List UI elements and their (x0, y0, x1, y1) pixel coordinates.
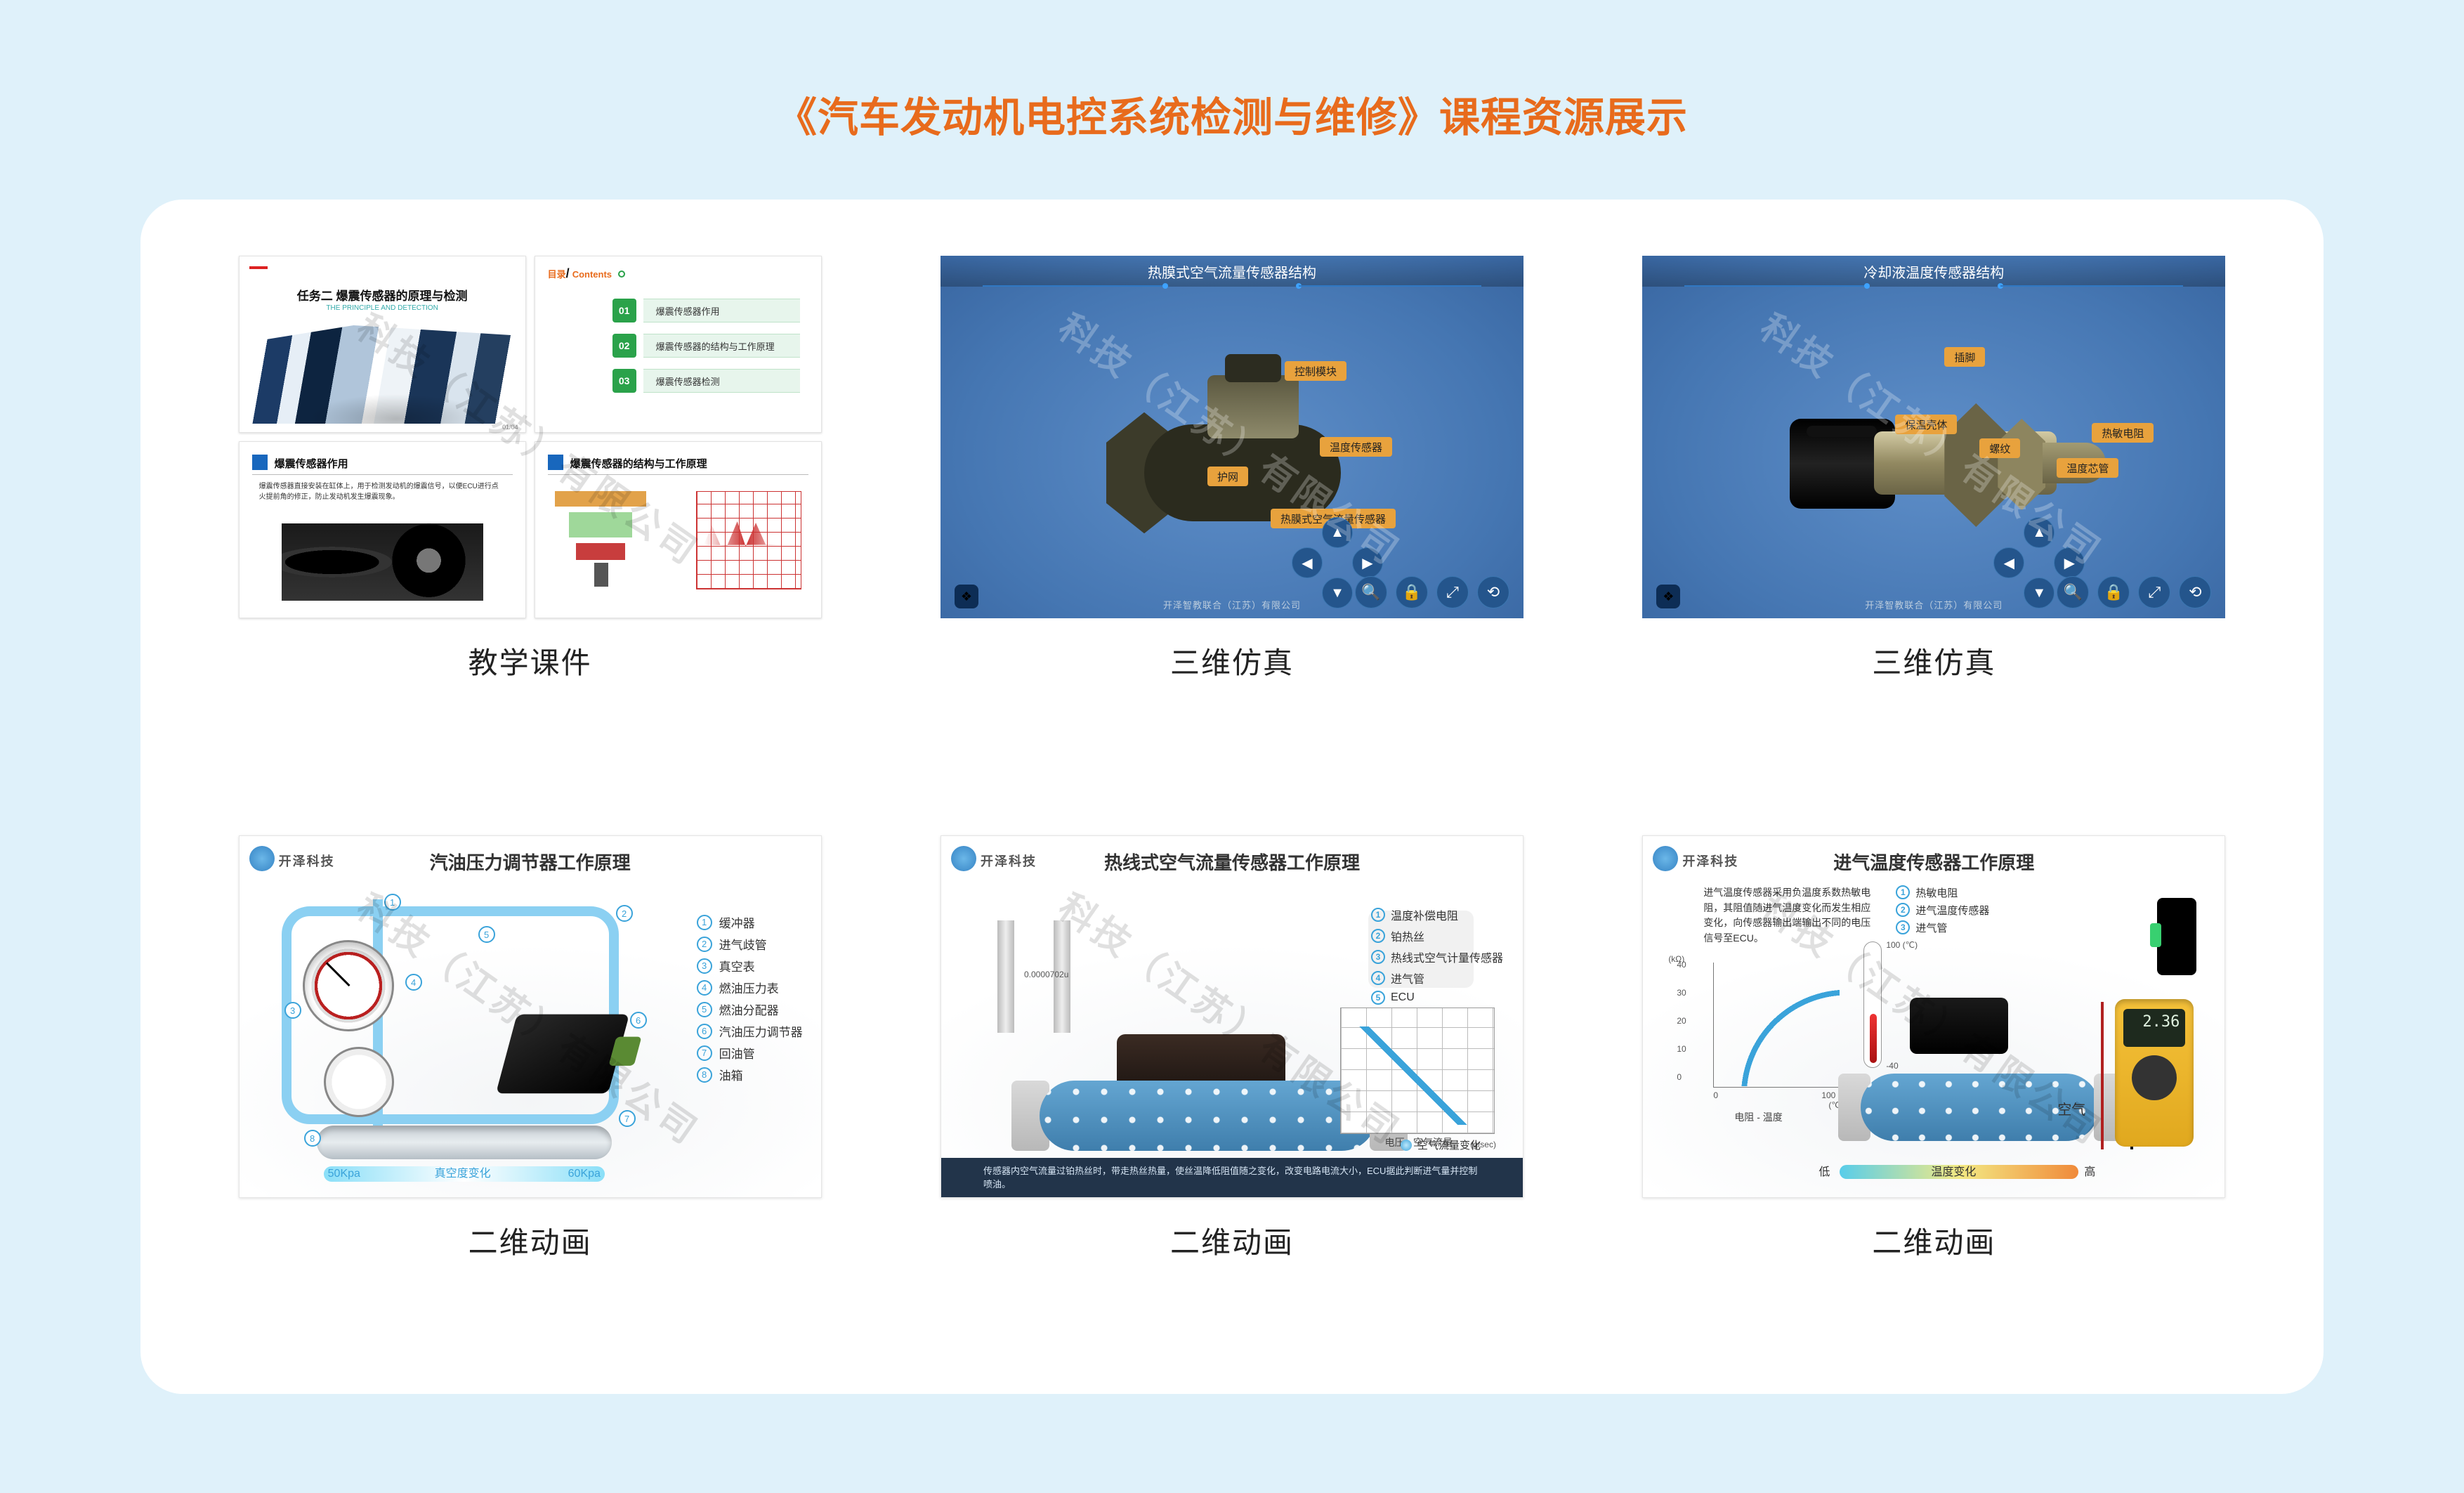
page-title: 《汽车发动机电控系统检测与维修》课程资源展示 (140, 84, 2324, 143)
ppt-slide-3: 爆震传感器作用 爆震传感器直接安装在缸体上，用于检测发动机的爆震信号，以便ECU… (239, 441, 526, 618)
callout: 温度传感器 (1320, 437, 1392, 457)
thumb-sim3d-1[interactable]: 热膜式空气流量传感器结构 控制模块 温度传感器 护网 热膜式空气流量传感器 ❖ … (941, 256, 1523, 618)
divider (548, 474, 808, 475)
dpad-right[interactable]: ▶ (1352, 547, 1383, 578)
slide3-text: 爆震传感器直接安装在缸体上，用于检测发动机的爆震信号，以便ECU进行点火提前角的… (259, 481, 506, 502)
regulator-unit (496, 1015, 629, 1094)
slide1-subtitle: THE PRINCIPLE AND DETECTION (240, 304, 525, 312)
callout: 温度芯管 (2057, 458, 2118, 478)
content-panel: 任务二 爆震传感器的原理与检测 THE PRINCIPLE AND DETECT… (140, 200, 2324, 1394)
caption-anim-3: 二维动画 (1872, 1219, 1996, 1262)
slide2-heading: 目录/Contents (545, 266, 625, 281)
caption-sim3d-2: 三维仿真 (1872, 639, 1996, 682)
thumb-anim-3[interactable]: 开泽科技 进气温度传感器工作原理 进气温度传感器采用负温度系数热敏电阻，其阻值随… (1642, 835, 2225, 1198)
dpad-left[interactable]: ◀ (1292, 547, 1323, 578)
slide3-photo (282, 523, 483, 601)
cell-anim-3: 开泽科技 进气温度传感器工作原理 进气温度传感器采用负温度系数热敏电阻，其阻值随… (1622, 835, 2246, 1352)
caption-sim3d-1: 三维仿真 (1170, 639, 1294, 682)
resource-grid: 任务二 爆震传感器的原理与检测 THE PRINCIPLE AND DETECT… (218, 256, 2246, 1352)
slide2-toc: 01爆震传感器作用 02爆震传感器的结构与工作原理 03爆震传感器检测 (612, 299, 800, 393)
callout: 控制模块 (1285, 361, 1346, 381)
footer-desc: 传感器内空气流量过铂热丝时，带走热丝热量，使丝温降低阻值随之变化，改变电路电流大… (941, 1158, 1523, 1197)
callout: 保温壳体 (1895, 415, 1957, 434)
callout: 螺纹 (1979, 438, 2020, 458)
thumb-anim-2[interactable]: 开泽科技 热线式空气流量传感器工作原理 0.0000702u 1温度补偿电阻 2… (941, 835, 1523, 1198)
diagram-title: 热线式空气流量传感器工作原理 (941, 849, 1523, 875)
sim3d-footer: 开泽智教联合（江苏）有限公司 (941, 598, 1523, 611)
multimeter: 2.36 (2115, 999, 2194, 1147)
air-label: 空气 (2057, 1098, 2085, 1119)
slide1-pagenum: 01/04 (502, 424, 518, 431)
dpad-up[interactable]: ▲ (1322, 517, 1353, 548)
thumb-sim3d-2[interactable]: 冷却液温度传感器结构 插脚 保温壳体 螺纹 温度芯管 热敏电阻 ❖ ▲ ▼ (1642, 256, 2225, 618)
diagram-title: 汽油压力调节器工作原理 (240, 849, 821, 875)
description: 进气温度传感器采用负温度系数热敏电阻，其阻值随进气温度变化而发生相应变化，向传感… (1703, 885, 1879, 946)
voltage-flow-chart (1340, 1008, 1495, 1134)
slide4-wavegrid (696, 491, 801, 589)
resistance-temp-chart (1688, 963, 1842, 1103)
diagram-iat-sensor: 开泽科技 进气温度传感器工作原理 进气温度传感器采用负温度系数热敏电阻，其阻值随… (1642, 835, 2225, 1198)
cell-sim3d-1: 热膜式空气流量传感器结构 控制模块 温度传感器 护网 热膜式空气流量传感器 ❖ … (919, 256, 1544, 772)
sim3d-viewport[interactable]: 热膜式空气流量传感器结构 控制模块 温度传感器 护网 热膜式空气流量传感器 ❖ … (941, 256, 1523, 618)
dpad-up[interactable]: ▲ (2024, 517, 2055, 548)
legend-key: 空气流量变化 (1401, 1137, 1481, 1152)
caption-anim-1: 二维动画 (468, 1219, 592, 1262)
vacuum-gauge (324, 1047, 394, 1117)
sim3d-header: 热膜式空气流量传感器结构 (941, 256, 1523, 287)
diagram-fuel-pressure: 开泽科技 汽油压力调节器工作原理 1 2 3 4 5 6 7 (239, 835, 822, 1198)
ppt-slide-4: 爆震传感器的结构与工作原理 (535, 441, 822, 618)
fuel-tank (317, 1126, 612, 1159)
sensor-case (2157, 898, 2196, 975)
cell-anim-2: 开泽科技 热线式空气流量传感器工作原理 0.0000702u 1温度补偿电阻 2… (919, 835, 1544, 1352)
dpad-right[interactable]: ▶ (2054, 547, 2085, 578)
slide1-car-image (240, 325, 525, 424)
divider (252, 474, 513, 475)
sim3d-viewport[interactable]: 冷却液温度传感器结构 插脚 保温壳体 螺纹 温度芯管 热敏电阻 ❖ ▲ ▼ (1642, 256, 2225, 618)
thumb-anim-1[interactable]: 开泽科技 汽油压力调节器工作原理 1 2 3 4 5 6 7 (239, 835, 822, 1198)
slide4-diagram (555, 491, 646, 589)
cell-ppt: 任务二 爆震传感器的原理与检测 THE PRINCIPLE AND DETECT… (218, 256, 842, 772)
intake-pipe (1040, 1081, 1377, 1151)
blue-square-icon (252, 455, 268, 470)
sim3d-header: 冷却液温度传感器结构 (1642, 256, 2225, 287)
diagram-title: 进气温度传感器工作原理 (1643, 849, 2224, 875)
callout: 护网 (1207, 467, 1248, 486)
slide3-title: 爆震传感器作用 (275, 456, 348, 471)
cell-anim-1: 开泽科技 汽油压力调节器工作原理 1 2 3 4 5 6 7 (218, 835, 842, 1352)
probe-lead-red (2101, 1002, 2104, 1149)
hot-wire-1 (997, 920, 1014, 1033)
caption-anim-2: 二维动画 (1170, 1219, 1294, 1262)
cell-sim3d-2: 冷却液温度传感器结构 插脚 保温壳体 螺纹 温度芯管 热敏电阻 ❖ ▲ ▼ (1622, 256, 2246, 772)
legend: 1缓冲器 2进气歧管 3真空表 4燃油压力表 5燃油分配器 6汽油压力调节器 7… (697, 913, 803, 1083)
iat-sensor (1910, 998, 2008, 1054)
thumb-ppt[interactable]: 任务二 爆震传感器的原理与检测 THE PRINCIPLE AND DETECT… (239, 256, 822, 618)
dpad-left[interactable]: ◀ (1993, 547, 2024, 578)
meter-reading: 2.36 (2123, 1009, 2185, 1047)
slide1-title: 任务二 爆震传感器的原理与检测 (240, 286, 525, 304)
blue-square-icon (548, 455, 563, 470)
legend: 1热敏电阻 2进气温度传感器 3进气管 (1896, 885, 1989, 935)
thermometer-icon (1863, 941, 1882, 1068)
pressure-gauge (303, 940, 394, 1031)
callout: 插脚 (1944, 347, 1985, 367)
caption-ppt: 教学课件 (468, 639, 592, 682)
accent-bar (249, 266, 268, 269)
bullet-icon (618, 270, 625, 278)
ppt-slide-1: 任务二 爆震传感器的原理与检测 THE PRINCIPLE AND DETECT… (239, 256, 526, 433)
legend: 1温度补偿电阻 2铂热丝 3热线式空气计量传感器 4进气管 5ECU (1371, 906, 1503, 1005)
ppt-slide-2: 目录/Contents 01爆震传感器作用 02爆震传感器的结构与工作原理 03… (535, 256, 822, 433)
meter-dial (2132, 1055, 2177, 1100)
slide4-title: 爆震传感器的结构与工作原理 (570, 456, 707, 471)
diagram-hotwire-maf: 开泽科技 热线式空气流量传感器工作原理 0.0000702u 1温度补偿电阻 2… (941, 835, 1523, 1198)
sim3d-footer: 开泽智教联合（江苏）有限公司 (1642, 598, 2225, 611)
callout: 热敏电阻 (2092, 423, 2154, 443)
wire-value: 0.0000702u (1024, 970, 1068, 979)
